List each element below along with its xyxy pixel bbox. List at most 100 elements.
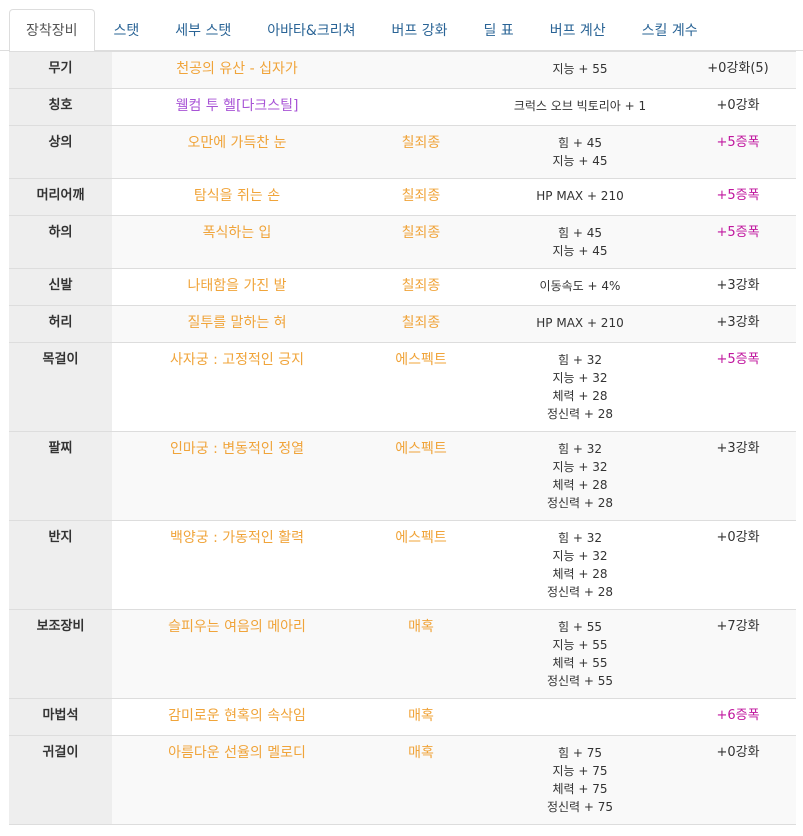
item-name: 나태함을 가진 발 [112,268,362,306]
item-options: 힘 + 32 지능 + 32 체력 + 28 정신력 + 28 [480,520,680,610]
equipment-row: 상의 오만에 가득찬 눈 칠죄종 힘 + 45 지능 + 45 +5증폭 [9,125,796,179]
item-option: 지능 + 55 [552,62,608,76]
equipment-slot: 보조장비 [9,609,112,699]
tab-detailed-stats[interactable]: 세부 스탯 [175,23,232,39]
item-option: 정신력 + 75 [546,800,614,814]
enhance-level: +0강화(5) [680,51,796,89]
enhance-level: +0강화 [680,735,796,825]
item-option: 정신력 + 55 [546,674,614,688]
equipment-row: 허리 질투를 말하는 혀 칠죄종 HP MAX + 210 +3강화 [9,305,796,343]
item-option: 지능 + 75 [552,764,608,778]
item-option: 지능 + 32 [552,371,608,385]
item-option: 체력 + 75 [552,782,608,796]
equipment-row: 목걸이 사자궁 : 고정적인 긍지 에스펙트 힘 + 32 지능 + 32 체력 + 28… [9,342,796,432]
enhance-level: +3강화 [680,431,796,521]
equipment-slot: 마법석 [9,698,112,736]
enhance-level: +3강화 [680,268,796,306]
equipment-slot: 반지 [9,520,112,610]
item-name: 아름다운 선율의 멜로디 [112,735,362,825]
item-set: 칠죄종 [362,215,480,269]
item-options: 이동속도 + 4% [480,268,680,306]
equipment-row: 마법석 감미로운 현혹의 속삭임 매혹 +6증폭 [9,698,796,736]
item-options: 힘 + 32 지능 + 32 체력 + 28 정신력 + 28 [480,431,680,521]
item-set [362,51,480,89]
item-option: 힘 + 55 [558,620,602,634]
item-option: 지능 + 32 [552,460,608,474]
equipment-row: 귀걸이 아름다운 선율의 멜로디 매혹 힘 + 75 지능 + 75 체력 + 75 정신력… [9,735,796,825]
equipment-slot: 칭호 [9,88,112,126]
equipment-slot: 상의 [9,125,112,179]
equipment-row: 머리어깨 탐식을 쥐는 손 칠죄종 HP MAX + 210 +5증폭 [9,178,796,216]
item-option: 정신력 + 28 [546,496,614,510]
amplify-level: +5증폭 [680,178,796,216]
item-option: 힘 + 75 [558,746,602,760]
tab-stats[interactable]: 스탯 [113,23,140,39]
item-options: HP MAX + 210 [480,305,680,343]
item-option: 힘 + 32 [558,353,602,367]
item-options: HP MAX + 210 [480,178,680,216]
item-option: HP MAX + 210 [536,316,624,330]
item-option: 지능 + 32 [552,549,608,563]
item-name: 오만에 가득찬 눈 [112,125,362,179]
item-set: 에스펙트 [362,520,480,610]
item-set: 매혹 [362,735,480,825]
item-set: 에스펙트 [362,431,480,521]
item-set: 매혹 [362,698,480,736]
tab-buff-calc[interactable]: 버프 계산 [549,23,606,39]
equipment-row: 신발 나태함을 가진 발 칠죄종 이동속도 + 4% +3강화 [9,268,796,306]
equipment-slot: 머리어깨 [9,178,112,216]
equipment-slot: 무기 [9,51,112,89]
item-option: 지능 + 45 [552,244,608,258]
enhance-level: +0강화 [680,520,796,610]
item-name: 감미로운 현혹의 속삭임 [112,698,362,736]
item-option: 이동속도 + 4% [539,279,621,293]
item-name: 슬피우는 여음의 메아리 [112,609,362,699]
item-options: 지능 + 55 [480,51,680,89]
tab-bar: 장착장비 스탯 세부 스탯 아바타&크리쳐 버프 강화 딜 표 버프 계산 스킬… [0,0,803,52]
tab-skill-coefficient[interactable]: 스킬 계수 [641,23,698,39]
item-options: 힘 + 32 지능 + 32 체력 + 28 정신력 + 28 [480,342,680,432]
item-options: 힘 + 55 지능 + 55 체력 + 55 정신력 + 55 [480,609,680,699]
equipment-slot: 귀걸이 [9,735,112,825]
amplify-level: +5증폭 [680,342,796,432]
item-name: 질투를 말하는 혀 [112,305,362,343]
amplify-level: +5증폭 [680,215,796,269]
tab-damage-table[interactable]: 딜 표 [483,23,514,39]
item-set: 칠죄종 [362,268,480,306]
item-name: 웰컴 투 헬[다크스틸] [112,88,362,126]
item-option: 정신력 + 28 [546,585,614,599]
item-name: 천공의 유산 - 십자가 [112,51,362,89]
item-option: 힘 + 45 [558,136,602,150]
item-name: 탐식을 쥐는 손 [112,178,362,216]
item-options: 힘 + 45 지능 + 45 [480,125,680,179]
equipment-slot: 하의 [9,215,112,269]
equipment-slot: 목걸이 [9,342,112,432]
item-option: 체력 + 55 [552,656,608,670]
item-option: 체력 + 28 [552,389,608,403]
tab-buff-enhance[interactable]: 버프 강화 [391,23,448,39]
item-option: 정신력 + 28 [546,407,614,421]
item-options: 힘 + 45 지능 + 45 [480,215,680,269]
item-name: 폭식하는 입 [112,215,362,269]
item-name: 인마궁 : 변동적인 정열 [112,431,362,521]
item-options [480,698,680,736]
tab-equipment[interactable]: 장착장비 [9,9,95,52]
equipment-row: 하의 폭식하는 입 칠죄종 힘 + 45 지능 + 45 +5증폭 [9,215,796,269]
item-set: 칠죄종 [362,305,480,343]
item-name: 백양궁 : 가동적인 활력 [112,520,362,610]
equipment-row: 반지 백양궁 : 가동적인 활력 에스펙트 힘 + 32 지능 + 32 체력 + 28 정… [9,520,796,610]
enhance-level: +3강화 [680,305,796,343]
item-option: 체력 + 28 [552,478,608,492]
amplify-level: +5증폭 [680,125,796,179]
item-option: 지능 + 45 [552,154,608,168]
tab-avatar-creature[interactable]: 아바타&크리쳐 [267,23,356,39]
equipment-slot: 허리 [9,305,112,343]
item-name: 사자궁 : 고정적인 긍지 [112,342,362,432]
item-set: 칠죄종 [362,178,480,216]
item-set: 에스펙트 [362,342,480,432]
equipment-row: 무기 천공의 유산 - 십자가 지능 + 55 +0강화(5) [9,51,796,89]
item-option: 힘 + 32 [558,442,602,456]
item-set: 매혹 [362,609,480,699]
item-option: HP MAX + 210 [536,189,624,203]
item-set: 칠죄종 [362,125,480,179]
